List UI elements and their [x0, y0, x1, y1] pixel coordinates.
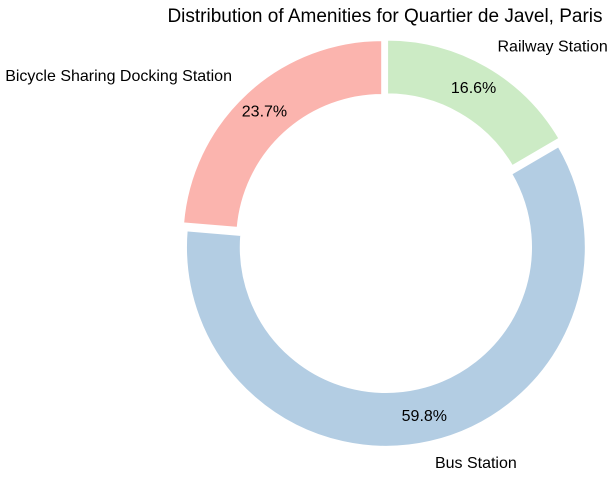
slice-bus-station [184, 144, 587, 448]
slice-bicycle-sharing-docking-station [181, 38, 384, 230]
labels-group: 16.6% Railway Station 59.8% Bus Station 23.7… [5, 38, 608, 471]
slices-group [181, 38, 587, 448]
slice-railway-station [385, 38, 562, 168]
category-label-railway-station: Railway Station [497, 38, 607, 55]
chart-title: Distribution of Amenities for Quartier d… [167, 6, 602, 27]
percent-label-bicycle-sharing-docking-station: 23.7% [242, 104, 287, 121]
category-label-bus-station: Bus Station [435, 455, 517, 472]
category-label-bicycle-sharing-docking-station: Bicycle Sharing Docking Station [5, 68, 232, 85]
percent-label-bus-station: 59.8% [402, 408, 447, 425]
percent-label-railway-station: 16.6% [451, 80, 496, 97]
